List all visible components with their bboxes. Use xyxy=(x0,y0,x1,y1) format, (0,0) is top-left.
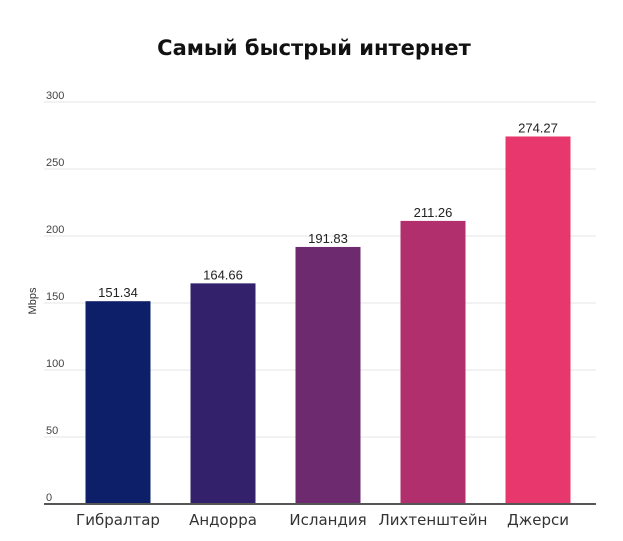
category-labels: Гибралтар Андорра Исландия Лихтенштейн Джерс… xyxy=(76,511,569,529)
y-axis-label: Mbps xyxy=(27,287,39,314)
category-label: Лихтенштейн xyxy=(379,511,488,529)
bar xyxy=(295,246,361,504)
bar-value-label: 164.66 xyxy=(203,267,243,282)
bar xyxy=(85,301,151,504)
y-tick-label: 250 xyxy=(46,157,64,169)
bar xyxy=(190,283,256,504)
category-label: Исландия xyxy=(289,511,366,529)
y-tick-label: 0 xyxy=(46,492,52,504)
bar xyxy=(505,136,571,504)
bar-value-label: 191.83 xyxy=(308,231,348,246)
y-tick-label: 200 xyxy=(46,224,64,236)
category-label: Джерси xyxy=(507,511,569,529)
y-tick-label: 100 xyxy=(46,358,64,370)
y-axis-ticks: 0 50 100 150 200 250 300 xyxy=(46,90,64,504)
bars xyxy=(85,136,571,504)
y-tick-label: 50 xyxy=(46,425,58,437)
bar-value-label: 274.27 xyxy=(518,120,558,135)
category-label: Андорра xyxy=(189,511,257,529)
data-labels: 151.34 164.66 191.83 211.26 274.27 xyxy=(98,120,558,300)
chart-title: Самый быстрый интернет xyxy=(157,36,472,60)
category-label: Гибралтар xyxy=(76,511,160,529)
y-tick-label: 150 xyxy=(46,291,64,303)
bar-value-label: 211.26 xyxy=(414,205,453,220)
bar xyxy=(400,220,466,504)
y-tick-label: 300 xyxy=(46,90,64,102)
bar-value-label: 151.34 xyxy=(98,285,138,300)
